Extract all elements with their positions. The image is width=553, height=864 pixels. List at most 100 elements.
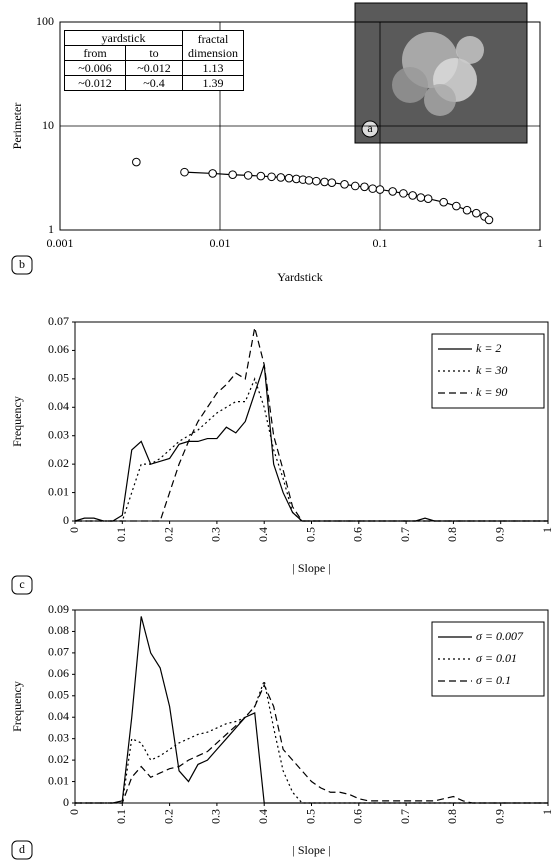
- y-tick-label: 0: [63, 513, 69, 527]
- x-axis-label: | Slope |: [292, 843, 330, 857]
- data-point: [399, 189, 408, 198]
- y-tick-label: 100: [36, 14, 54, 28]
- data-point: [304, 176, 314, 185]
- x-tick-label: 0.8: [445, 809, 459, 824]
- legend-label: σ = 0.1: [476, 673, 511, 687]
- x-tick-label: 0.4: [256, 809, 270, 824]
- panel-label-box: [11, 255, 33, 275]
- x-tick-label: 0.5: [303, 809, 317, 824]
- fit-line: [184, 171, 490, 221]
- data-point: [452, 201, 461, 211]
- x-tick-label: 0.2: [161, 809, 175, 824]
- panel-label: d: [19, 842, 25, 856]
- x-tick-label: 0.9: [492, 809, 506, 824]
- data-point: [368, 184, 377, 193]
- table-cell: ~0.4: [125, 75, 183, 91]
- panel-label-box: [11, 575, 33, 595]
- y-tick-label: 0.04: [48, 399, 69, 413]
- data-point: [375, 185, 385, 194]
- y-tick-label: 0.01: [48, 484, 69, 498]
- x-tick-label: 1: [537, 236, 543, 250]
- inset-texture: [392, 67, 428, 103]
- inset-label-badge: [361, 120, 379, 138]
- data-point: [350, 181, 360, 191]
- x-axis-label: | Slope |: [292, 561, 330, 575]
- y-axis-label: Frequency: [10, 681, 24, 732]
- y-axis-label: Perimeter: [10, 103, 24, 150]
- fractal-table: yardstick fractal dimension from to ~0.0…: [64, 30, 244, 91]
- inset-texture: [424, 84, 456, 116]
- table-header: yardstick: [64, 30, 183, 46]
- x-tick-label: 0.01: [210, 236, 231, 250]
- x-tick-label: 0.7: [398, 809, 412, 824]
- data-point: [472, 208, 481, 218]
- series-line: [75, 678, 548, 804]
- table-cell: 1.13: [182, 60, 244, 76]
- data-point: [256, 171, 266, 181]
- y-tick-label: 0.08: [48, 623, 69, 637]
- y-axis-label: Frequency: [10, 396, 24, 447]
- y-tick-label: 0.02: [48, 456, 69, 470]
- data-point: [360, 182, 369, 192]
- y-tick-label: 0.02: [48, 752, 69, 766]
- data-point: [340, 180, 349, 189]
- x-tick-label: 0.2: [161, 527, 175, 542]
- data-point: [312, 176, 321, 186]
- table-cell: ~0.012: [125, 60, 183, 76]
- y-tick-label: 10: [42, 118, 54, 132]
- table-cell: ~0.012: [64, 75, 126, 91]
- data-point: [320, 177, 329, 187]
- x-tick-label: 1: [540, 527, 553, 533]
- y-tick-label: 0.01: [48, 773, 69, 787]
- y-tick-label: 0.06: [48, 666, 69, 680]
- legend-label: σ = 0.01: [476, 651, 517, 665]
- legend-label: k = 2: [476, 341, 501, 355]
- x-tick-label: 0.3: [209, 527, 223, 542]
- x-axis-label: Yardstick: [277, 270, 322, 284]
- data-point: [416, 193, 426, 202]
- data-point: [439, 197, 448, 207]
- x-tick-label: 0.1: [114, 527, 128, 542]
- y-tick-label: 0.05: [48, 688, 69, 702]
- y-tick-label: 0.04: [48, 709, 69, 723]
- x-tick-label: 0.6: [351, 809, 365, 824]
- data-point: [228, 170, 237, 180]
- data-point: [208, 169, 217, 178]
- data-point: [423, 194, 433, 203]
- x-tick-label: 0: [67, 527, 81, 533]
- y-tick-label: 0.03: [48, 427, 69, 441]
- table-subheader: from: [64, 45, 126, 61]
- y-tick-label: 0.06: [48, 342, 69, 356]
- x-tick-label: 0.4: [256, 527, 270, 542]
- data-point: [388, 187, 397, 196]
- panel-label-box: [11, 840, 33, 860]
- table-cell: 1.39: [182, 75, 244, 91]
- series-line: [75, 327, 548, 522]
- data-point: [484, 215, 494, 225]
- data-point: [276, 173, 286, 182]
- plot-frame: [59, 21, 541, 231]
- data-point: [243, 171, 253, 180]
- y-tick-label: 1: [48, 222, 54, 236]
- x-tick-label: 0: [67, 809, 81, 815]
- legend-box: [431, 621, 545, 697]
- legend-label: k = 90: [476, 385, 507, 399]
- data-point: [462, 205, 472, 215]
- table-cell: ~0.006: [64, 60, 126, 76]
- x-tick-label: 0.001: [47, 236, 74, 250]
- data-point: [180, 167, 189, 177]
- x-tick-label: 0.5: [303, 527, 317, 542]
- x-tick-label: 0.1: [373, 236, 388, 250]
- x-tick-label: 0.7: [398, 527, 412, 542]
- panel-label: c: [19, 577, 24, 591]
- table-subheader: to: [125, 45, 183, 61]
- data-point: [284, 173, 294, 183]
- panel-label: b: [19, 257, 25, 271]
- table-header: fractal dimension: [182, 30, 244, 61]
- inset-texture: [456, 36, 484, 64]
- legend-label: k = 30: [476, 363, 507, 377]
- series-line: [75, 683, 548, 804]
- data-point: [132, 157, 141, 167]
